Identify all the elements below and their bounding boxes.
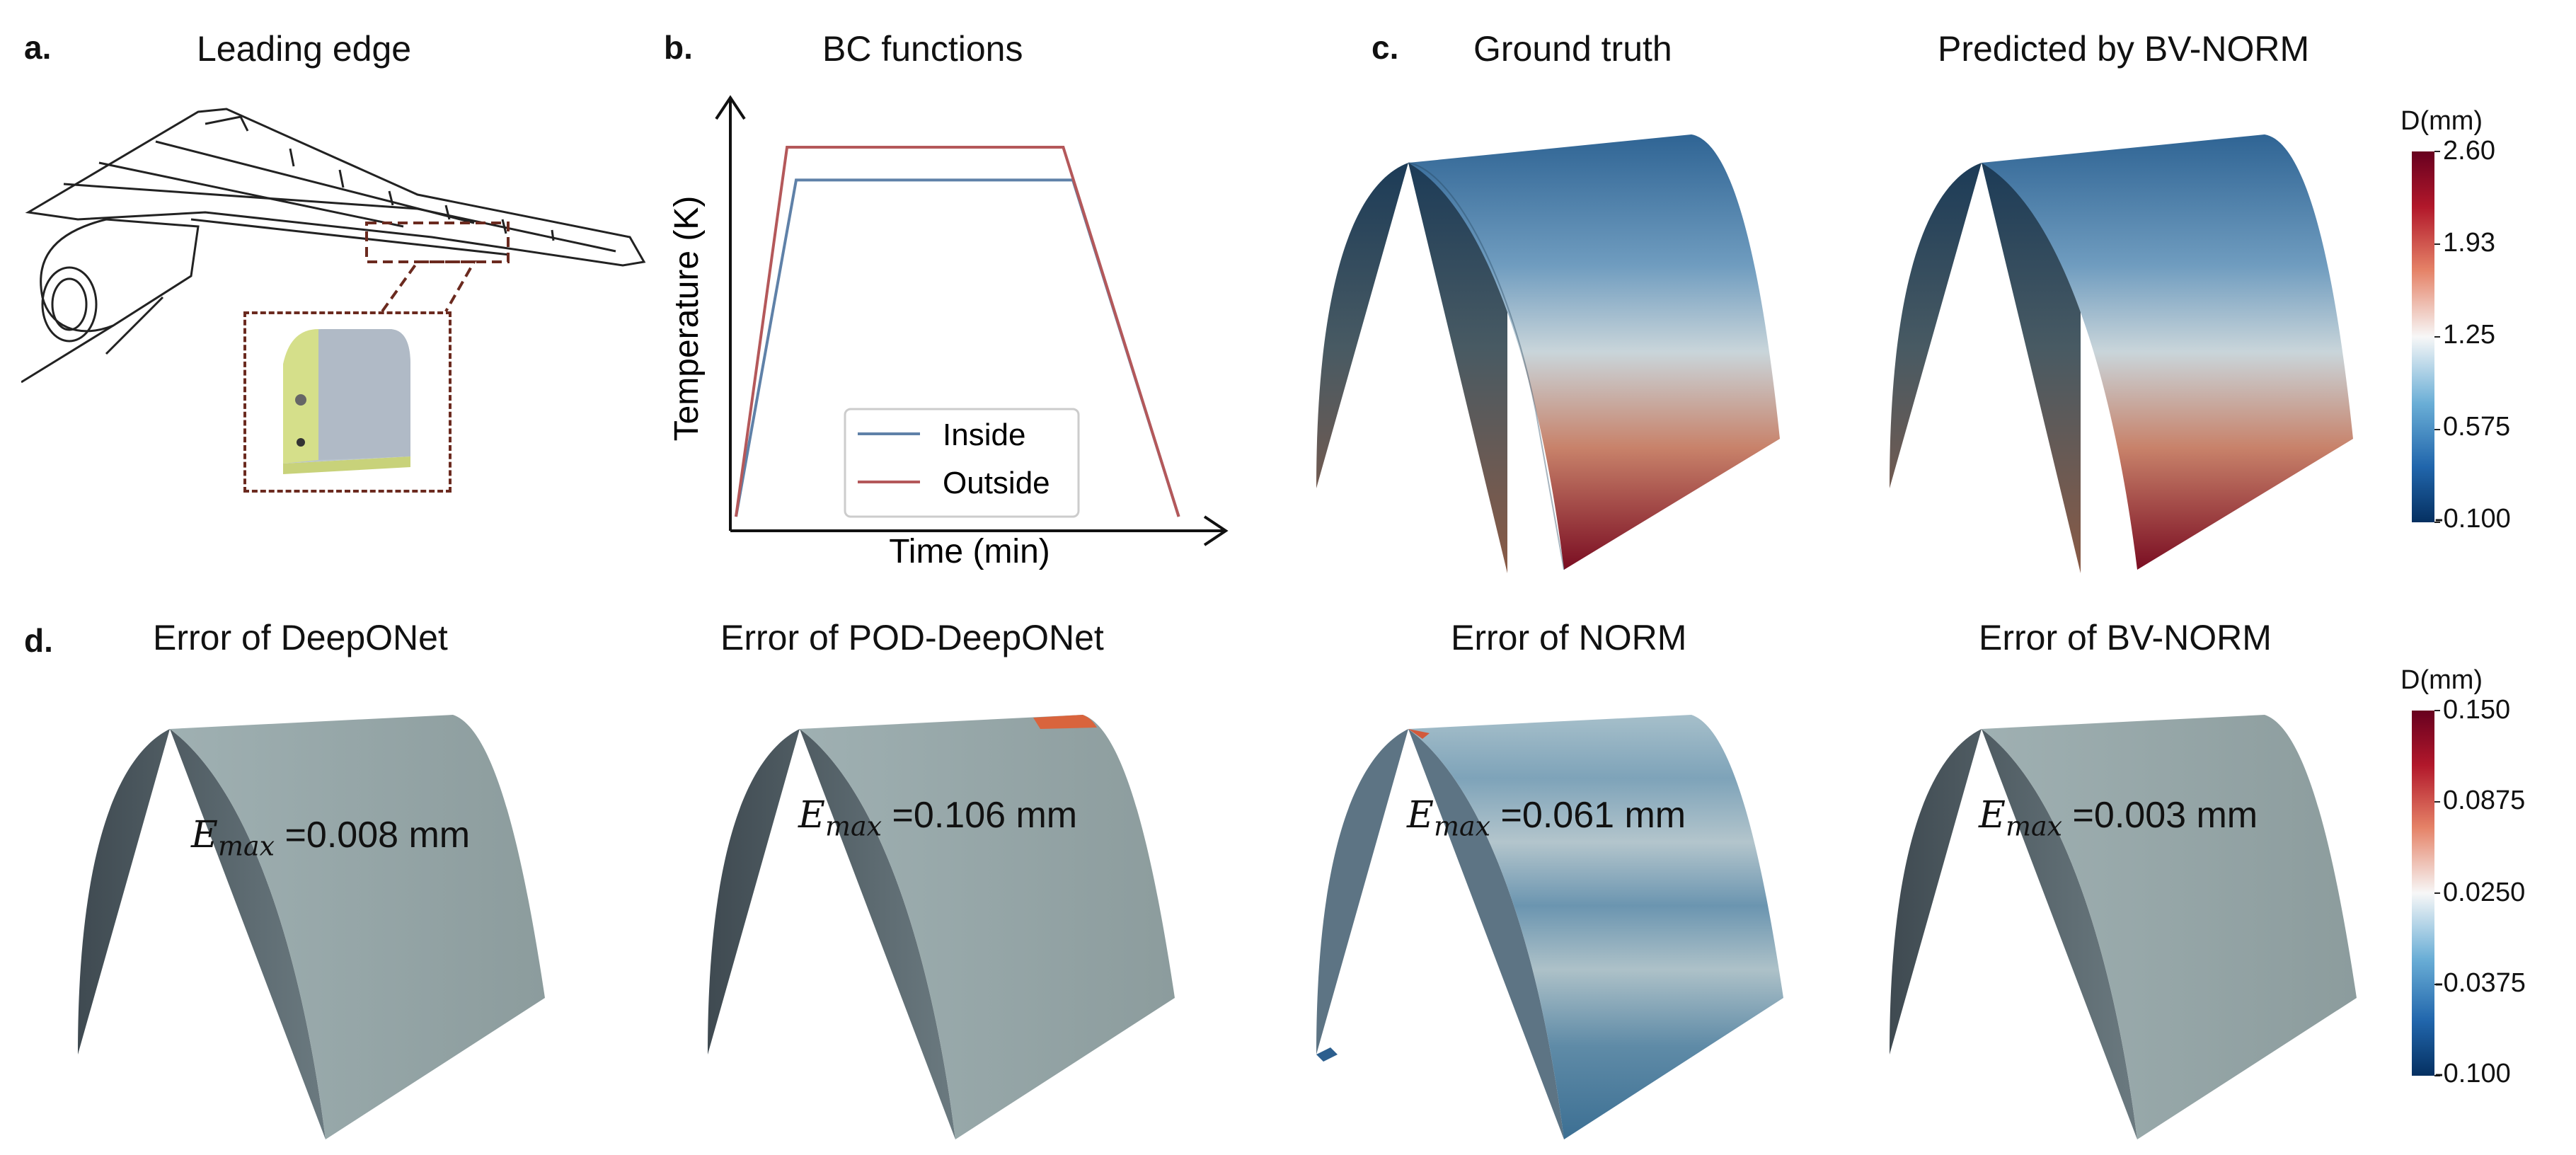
y-axis-arrow — [715, 95, 746, 120]
x-axis-arrow — [1203, 515, 1229, 546]
panel-a-title: Leading edge — [197, 29, 412, 69]
leading-edge-inset-box — [243, 311, 452, 493]
panel-d-title-pod-deeponet: Error of POD-DeepONet — [720, 618, 1104, 657]
emax-subscript: max — [2005, 810, 2063, 842]
emax-deeponet: Emax =0.008 mm — [191, 814, 470, 861]
panel-a-label: a. — [24, 29, 52, 66]
emax-symbol: E — [191, 814, 218, 856]
bc-functions-chart: Inside Outside Time (min) Temperature (K) — [668, 95, 1229, 570]
panel-c-title-ground-truth: Ground truth — [1473, 29, 1672, 69]
emax-subscript: max — [824, 810, 882, 842]
aircraft-wing-illustration — [21, 108, 646, 384]
error-pod-deeponet-surface — [708, 715, 1175, 1139]
panel-d-label: d. — [24, 622, 53, 659]
panel-b-title: BC functions — [822, 29, 1023, 69]
emax-bv-norm: Emax =0.003 mm — [1979, 794, 2258, 841]
colorbar-c — [2412, 151, 2440, 523]
panel-d-title-norm: Error of NORM — [1451, 618, 1687, 657]
series-line-outside — [735, 146, 1180, 517]
colorbar-d-unit: D(mm) — [2400, 665, 2483, 695]
colorbar-c-tick-2: 1.25 — [2443, 320, 2495, 350]
y-axis-label: Temperature (K) — [668, 196, 706, 442]
leading-edge-specimen-photo — [283, 329, 410, 474]
ground-truth-surface — [1316, 134, 1780, 573]
colorbar-d-tick-3: -0.0375 — [2434, 968, 2526, 998]
colorbar-d-tick-0: 0.150 — [2443, 695, 2511, 725]
legend-label-inside: Inside — [943, 418, 1025, 452]
emax-norm: Emax =0.061 mm — [1407, 794, 1686, 841]
error-deeponet-surface — [78, 715, 545, 1139]
emax-value: =0.061 mm — [1500, 795, 1686, 836]
colorbar-c-unit: D(mm) — [2400, 106, 2483, 136]
error-bv-norm-surface — [1890, 715, 2357, 1139]
colorbar-d-tick-1: 0.0875 — [2443, 786, 2526, 815]
panel-c-title-predicted: Predicted by BV-NORM — [1938, 29, 2310, 69]
panel-d-title-bv-norm: Error of BV-NORM — [1979, 618, 2272, 657]
emax-pod-deeponet: Emax =0.106 mm — [798, 794, 1077, 841]
panel-d-title-deeponet: Error of DeepONet — [153, 618, 448, 657]
error-norm-surface — [1316, 715, 1783, 1139]
panel-c-label: c. — [1372, 29, 1399, 66]
colorbar-d-tick-2: 0.0250 — [2443, 878, 2526, 907]
panel-b-label: b. — [664, 29, 693, 66]
emax-symbol: E — [1979, 794, 2006, 837]
chart-legend — [844, 408, 1080, 518]
colorbar-d-tick-4: -0.100 — [2434, 1059, 2511, 1088]
x-axis-label: Time (min) — [889, 533, 1050, 570]
predicted-bv-norm-surface — [1890, 134, 2353, 573]
legend-label-outside: Outside — [943, 466, 1050, 500]
colorbar-c-tick-1: 1.93 — [2443, 228, 2495, 258]
colorbar-c-tick-0: 2.60 — [2443, 136, 2495, 166]
colorbar-d — [2412, 710, 2440, 1076]
emax-value: =0.008 mm — [284, 815, 471, 856]
emax-subscript: max — [217, 830, 275, 862]
emax-subscript: max — [1433, 810, 1491, 842]
emax-symbol: E — [1407, 794, 1434, 837]
emax-value: =0.003 mm — [2072, 795, 2258, 836]
emax-symbol: E — [798, 794, 825, 837]
colorbar-c-tick-3: 0.575 — [2443, 412, 2511, 442]
colorbar-c-tick-4: -0.100 — [2434, 504, 2511, 534]
emax-value: =0.106 mm — [892, 795, 1078, 836]
